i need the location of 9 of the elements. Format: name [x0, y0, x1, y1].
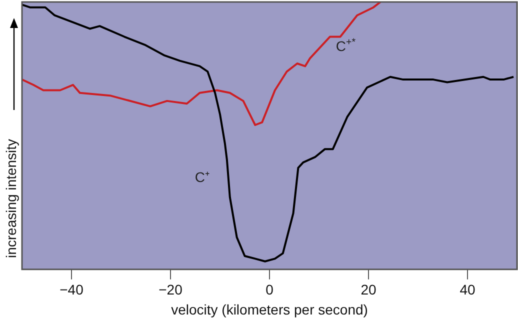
- x-tick-label: −40: [60, 282, 84, 298]
- y-axis-title: increasing intensity: [3, 138, 19, 258]
- series-label: C+*: [336, 37, 356, 54]
- series-label: C⁺: [194, 168, 210, 185]
- x-tick-label: 20: [360, 282, 376, 298]
- x-tick-label: 40: [460, 282, 476, 298]
- x-tick-label: 0: [266, 282, 274, 298]
- x-tick-label: −20: [158, 282, 183, 298]
- x-axis-title: velocity (kilometers per second): [171, 301, 368, 318]
